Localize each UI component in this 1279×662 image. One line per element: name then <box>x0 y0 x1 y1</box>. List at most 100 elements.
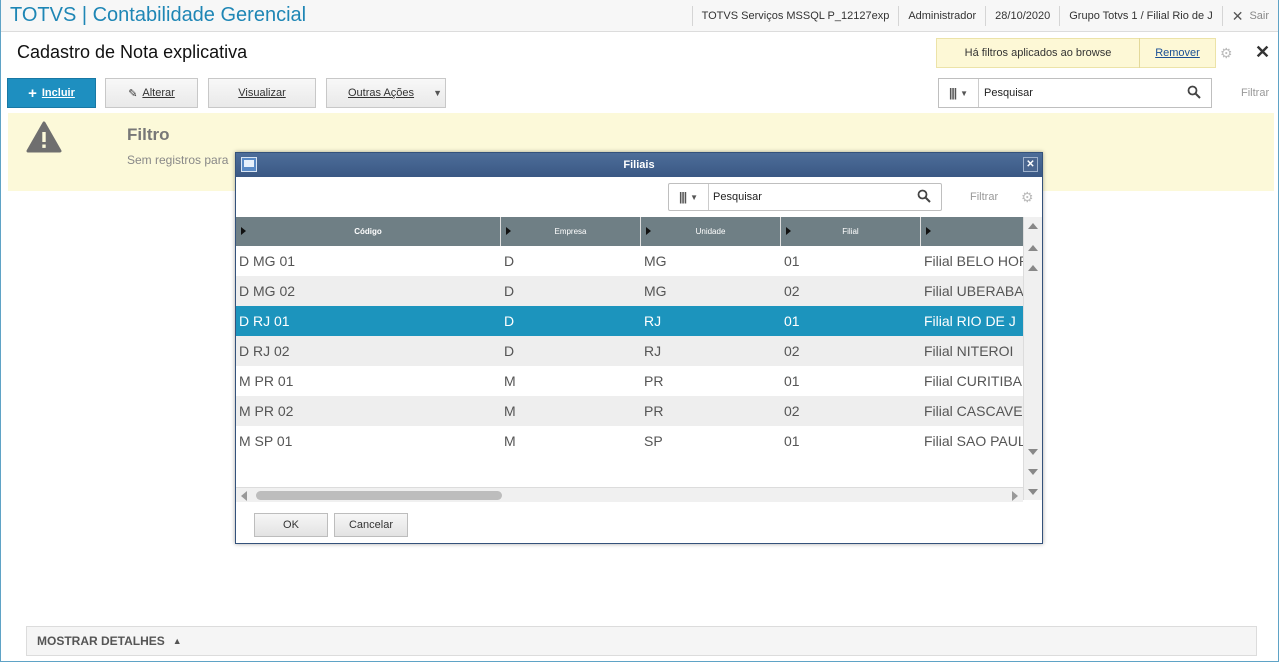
environment-label[interactable]: TOTVS Serviços MSSQL P_12127exp <box>691 5 899 26</box>
search-input[interactable]: Pesquisar <box>984 87 1033 99</box>
column-header-unidade[interactable]: Unidade <box>641 217 781 246</box>
session-info: TOTVS Serviços MSSQL P_12127exp Administ… <box>691 0 1278 31</box>
alter-button[interactable]: ✎ Alterar <box>105 78 198 108</box>
cell-codigo: M PR 01 <box>239 373 294 389</box>
scroll-right-icon[interactable] <box>1012 491 1018 501</box>
branch-label[interactable]: Grupo Totvs 1 / Filial Rio de J <box>1059 5 1221 26</box>
cell-empresa: M <box>504 373 516 389</box>
grid-body: D MG 01 D MG 01 Filial BELO HOR D MG 02 … <box>236 246 1023 456</box>
other-actions-button[interactable]: Outras Ações ▼ <box>326 78 446 108</box>
columns-selector[interactable]: ||| ▼ <box>939 79 979 107</box>
close-icon: ✕ <box>1231 7 1244 24</box>
scroll-thumb[interactable] <box>256 491 502 500</box>
show-details-bar[interactable]: MOSTRAR DETALHES ▲ <box>26 626 1257 656</box>
cell-codigo: M SP 01 <box>239 433 293 449</box>
cell-empresa: M <box>504 403 516 419</box>
cell-nome: Filial UBERABA <box>924 283 1023 299</box>
search-icon[interactable] <box>917 189 941 206</box>
include-button[interactable]: + Incluir <box>7 78 96 108</box>
cell-empresa: D <box>504 253 515 269</box>
scroll-page-down-icon[interactable] <box>1028 469 1038 475</box>
search-icon[interactable] <box>1187 85 1211 102</box>
cell-unidade: PR <box>644 403 664 419</box>
window-icon <box>241 157 257 172</box>
dialog-columns-selector[interactable]: ||| ▼ <box>669 184 709 210</box>
column-header-codigo[interactable]: Código <box>236 217 501 246</box>
column-header-empresa[interactable]: Empresa <box>501 217 641 246</box>
table-row[interactable]: M SP 01 M SP 01 Filial SAO PAUL <box>236 426 1023 456</box>
horizontal-scrollbar[interactable] <box>236 487 1023 502</box>
top-bar: TOTVS | Contabilidade Gerencial TOTVS Se… <box>1 0 1278 32</box>
vertical-scrollbar[interactable] <box>1023 217 1042 500</box>
remove-filter-link[interactable]: Remover <box>1155 47 1200 59</box>
exit-label: Sair <box>1249 9 1269 22</box>
cell-filial: 02 <box>784 283 800 299</box>
cell-empresa: M <box>504 433 516 449</box>
scroll-page-up-icon[interactable] <box>1028 245 1038 251</box>
scroll-up-icon[interactable] <box>1028 265 1038 271</box>
banner-title: Filtro <box>127 125 170 144</box>
page-title: Cadastro de Nota explicativa <box>17 42 248 62</box>
scroll-down-icon[interactable] <box>1028 449 1038 455</box>
cell-filial: 01 <box>784 373 800 389</box>
cell-filial: 01 <box>784 253 800 269</box>
dialog-filter-link[interactable]: Filtrar <box>970 191 999 203</box>
banner-text: Sem registros para <box>127 153 229 167</box>
caret-down-icon: ▼ <box>433 88 442 98</box>
cell-filial: 01 <box>784 313 800 329</box>
table-row[interactable]: D MG 01 D MG 01 Filial BELO HOR <box>236 246 1023 276</box>
caret-up-icon: ▲ <box>172 636 182 646</box>
view-label: Visualizar <box>238 87 286 99</box>
dialog-close-button[interactable]: ✕ <box>1023 157 1038 172</box>
cancel-button[interactable]: Cancelar <box>334 513 408 537</box>
other-actions-label: Outras Ações <box>348 87 415 99</box>
cell-empresa: D <box>504 283 515 299</box>
scroll-top-icon[interactable] <box>1028 223 1038 229</box>
cell-codigo: D MG 02 <box>239 283 296 299</box>
filter-notice: Há filtros aplicados ao browse Remover <box>936 38 1216 68</box>
column-header-filial[interactable]: Filial <box>781 217 921 246</box>
exit-button[interactable]: ✕ Sair <box>1221 5 1278 26</box>
grid-header: Código Empresa Unidade Filial <box>236 217 1023 246</box>
cell-unidade: PR <box>644 373 664 389</box>
columns-icon: ||| <box>679 190 687 204</box>
cell-filial: 02 <box>784 343 800 359</box>
caret-down-icon: ▼ <box>960 88 968 98</box>
user-label[interactable]: Administrador <box>898 5 985 26</box>
scroll-bottom-icon[interactable] <box>1028 489 1038 495</box>
table-row[interactable]: D RJ 02 D RJ 02 Filial NITEROI <box>236 336 1023 366</box>
cell-unidade: MG <box>644 283 667 299</box>
column-header-nome[interactable] <box>921 217 1023 246</box>
app-title: TOTVS | Contabilidade Gerencial <box>10 4 307 26</box>
cell-codigo: D RJ 01 <box>239 313 290 329</box>
filter-link[interactable]: Filtrar <box>1241 87 1270 99</box>
date-label[interactable]: 28/10/2020 <box>985 5 1059 26</box>
filiais-grid: Código Empresa Unidade Filial D MG 01 D … <box>236 217 1023 487</box>
gear-icon[interactable]: ⚙ <box>1220 45 1233 61</box>
warning-icon <box>26 121 62 153</box>
dialog-search-input[interactable]: Pesquisar <box>713 191 762 203</box>
cell-nome: Filial SAO PAUL <box>924 433 1023 449</box>
cell-nome: Filial CURITIBA <box>924 373 1023 389</box>
cell-unidade: RJ <box>644 313 662 329</box>
cell-unidade: MG <box>644 253 667 269</box>
cell-codigo: D MG 01 <box>239 253 296 269</box>
table-row-selected[interactable]: D RJ 01 D RJ 01 Filial RIO DE J <box>236 306 1023 336</box>
cell-filial: 01 <box>784 433 800 449</box>
view-button[interactable]: Visualizar <box>208 78 316 108</box>
table-row[interactable]: M PR 02 M PR 02 Filial CASCAVE <box>236 396 1023 426</box>
close-page-button[interactable]: ✕ <box>1255 42 1271 62</box>
cell-nome: Filial RIO DE J <box>924 313 1016 329</box>
scroll-left-icon[interactable] <box>241 491 247 501</box>
columns-icon: ||| <box>949 86 957 100</box>
cell-empresa: D <box>504 343 515 359</box>
dialog-title-bar: Filiais ✕ <box>236 153 1042 177</box>
table-row[interactable]: M PR 01 M PR 01 Filial CURITIBA <box>236 366 1023 396</box>
gear-icon[interactable]: ⚙ <box>1021 189 1034 205</box>
ok-button[interactable]: OK <box>254 513 328 537</box>
dialog-title: Filiais <box>623 159 655 171</box>
table-row[interactable]: D MG 02 D MG 02 Filial UBERABA <box>236 276 1023 306</box>
filiais-dialog: Filiais ✕ ||| ▼ Pesquisar Filtrar ⚙ Códi… <box>235 152 1043 544</box>
dialog-search: ||| ▼ Pesquisar <box>668 183 942 211</box>
cell-nome: Filial NITEROI <box>924 343 1014 359</box>
